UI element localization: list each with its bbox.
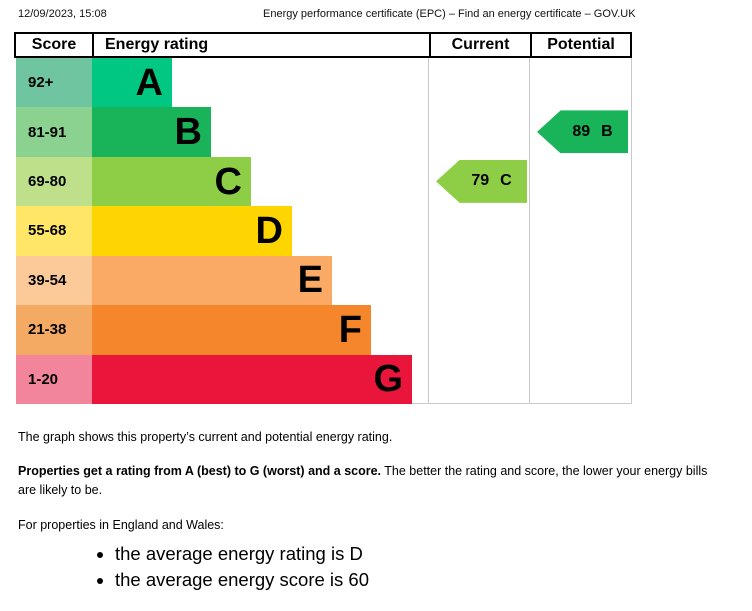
band-row-b: 81-91 B	[14, 107, 632, 157]
print-datetime: 12/09/2023, 15:08	[18, 8, 107, 20]
rating-bar-e: E	[92, 255, 332, 306]
rating-bar-c: C	[92, 156, 251, 207]
score-cell-b: 81-91	[16, 107, 92, 157]
rating-explainer-paragraph: Properties get a rating from A (best) to…	[18, 462, 740, 500]
column-divider	[529, 58, 530, 404]
band-row-g: 1-20 G	[14, 354, 632, 404]
band-row-d: 55-68 D	[14, 206, 632, 256]
epc-rating-chart: Score Energy rating Current Potential 92…	[14, 32, 632, 404]
band-row-f: 21-38 F	[14, 305, 632, 355]
average-rating-item: the average energy rating is D	[115, 541, 369, 567]
band-row-c: 69-80 C	[14, 156, 632, 207]
current-rating-letter: C	[500, 172, 512, 190]
score-cell-e: 39-54	[16, 255, 92, 306]
current-rating-score: 79	[471, 172, 490, 190]
england-wales-paragraph: For properties in England and Wales:	[18, 518, 224, 532]
header-current: Current	[429, 34, 530, 56]
score-cell-a: 92+	[16, 58, 92, 108]
score-cell-f: 21-38	[16, 305, 92, 355]
chart-header-row: Score Energy rating Current Potential	[14, 32, 632, 58]
average-rating-list: the average energy rating is D the avera…	[18, 541, 369, 593]
potential-rating-letter: B	[601, 122, 613, 140]
rating-bar-b: B	[92, 107, 211, 157]
chart-body: 92+ A 81-91 B 69-80 C 55-68 D 39-54 E 21-38 F 1-20 G …	[14, 58, 632, 404]
score-cell-g: 1-20	[16, 354, 92, 404]
average-score-item: the average energy score is 60	[115, 567, 369, 593]
header-potential: Potential	[530, 34, 630, 56]
rating-bar-g: G	[92, 354, 412, 404]
rating-bar-f: F	[92, 305, 371, 355]
potential-rating-score: 89	[572, 122, 591, 140]
summary-paragraph: The graph shows this property’s current …	[18, 430, 393, 444]
score-cell-d: 55-68	[16, 206, 92, 256]
rating-explainer-rest: The better the rating and score, the low…	[18, 464, 708, 497]
column-divider	[631, 58, 632, 404]
header-energy-rating: Energy rating	[92, 34, 429, 56]
column-divider	[428, 58, 429, 404]
print-page-title: Energy performance certificate (EPC) – F…	[263, 8, 636, 20]
rating-bar-a: A	[92, 58, 172, 108]
band-row-a: 92+ A	[14, 58, 632, 108]
score-cell-c: 69-80	[16, 156, 92, 207]
header-score: Score	[31, 36, 77, 53]
rating-bar-d: D	[92, 206, 292, 256]
band-row-e: 39-54 E	[14, 255, 632, 306]
rating-explainer-bold: Properties get a rating from A (best) to…	[18, 464, 382, 478]
